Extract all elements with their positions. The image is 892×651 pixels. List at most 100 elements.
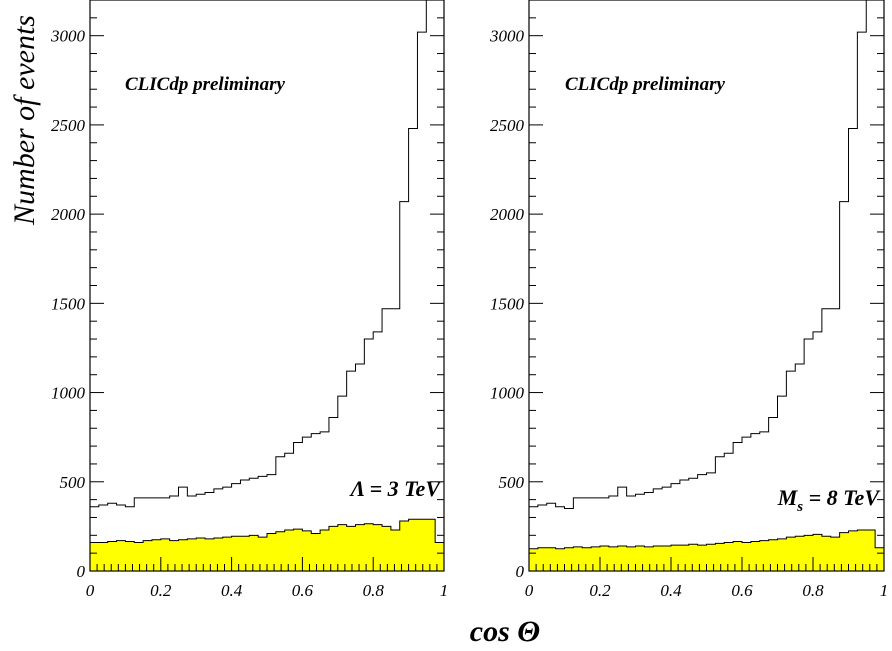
filled-bin xyxy=(311,533,321,571)
filled-bin xyxy=(821,536,832,571)
y-tick-label: 1000 xyxy=(490,384,525,403)
filled-bin xyxy=(98,542,108,571)
filled-bin xyxy=(706,544,716,571)
filled-bin xyxy=(134,542,144,571)
filled-bin xyxy=(337,524,347,571)
filled-bin xyxy=(107,541,117,571)
x-axis-title: cos Θ xyxy=(470,615,540,648)
y-tick-label: 500 xyxy=(499,473,525,492)
filled-bin xyxy=(839,532,849,571)
filled-bin xyxy=(875,547,885,571)
parameter-label: Λ = 3 TeV xyxy=(349,476,443,501)
filled-bin xyxy=(382,526,392,571)
filled-bin xyxy=(697,545,707,571)
filled-bin xyxy=(671,545,681,571)
outline-histogram-outline xyxy=(89,0,445,571)
filled-histogram-outline xyxy=(528,529,885,571)
filled-bin xyxy=(320,529,330,571)
filled-bin xyxy=(555,548,565,571)
filled-bin xyxy=(529,548,539,571)
preliminary-label: CLICdp preliminary xyxy=(125,74,285,95)
filled-bin xyxy=(231,536,241,571)
y-tick-label: 2000 xyxy=(490,205,525,224)
filled-bin xyxy=(293,529,303,571)
filled-bin xyxy=(786,537,796,571)
preliminary-label: CLICdp preliminary xyxy=(565,74,725,95)
y-tick-label: 2000 xyxy=(51,205,86,224)
filled-bin xyxy=(573,546,583,571)
filled-bin xyxy=(116,540,126,571)
filled-bin xyxy=(187,538,197,571)
filled-bin xyxy=(608,546,619,571)
filled-bin xyxy=(390,529,401,571)
x-tick-label: 0 xyxy=(525,581,534,600)
filled-bin xyxy=(417,519,427,571)
filled-bin xyxy=(355,524,365,571)
left-panel: 0 500 1000 1500 2000 2500 3000 0 0.2 0.4 0.6 0.8 1 CL… xyxy=(50,0,448,600)
filled-bin xyxy=(582,547,592,571)
y-axis: 0 500 1000 1500 2000 2500 3000 xyxy=(50,0,444,581)
filled-bin xyxy=(537,547,548,571)
x-tick-label: 0.2 xyxy=(589,581,611,600)
filled-bin xyxy=(346,526,356,571)
filled-bin xyxy=(662,546,672,571)
outline-histogram-series xyxy=(89,0,445,571)
y-tick-label: 1500 xyxy=(490,294,525,313)
x-tick-label: 0 xyxy=(86,581,95,600)
y-tick-label: 500 xyxy=(60,473,86,492)
filled-bin xyxy=(408,519,418,571)
y-axis-title: Number of events xyxy=(8,15,41,226)
filled-bin xyxy=(275,531,285,571)
x-tick-label: 0.8 xyxy=(802,581,824,600)
filled-bin xyxy=(679,545,690,571)
parameter-main: Λ = 3 TeV xyxy=(349,476,443,501)
filled-bin xyxy=(302,530,312,571)
filled-histogram-series xyxy=(528,529,885,571)
y-tick-label: 0 xyxy=(77,562,86,581)
filled-bin xyxy=(591,546,601,571)
filled-bin xyxy=(258,537,268,571)
parameter-subscript: s xyxy=(796,499,803,515)
filled-bin xyxy=(364,523,374,571)
filled-bin xyxy=(90,542,100,571)
filled-bin xyxy=(564,547,574,571)
filled-bin xyxy=(373,524,383,571)
filled-bin xyxy=(724,542,734,571)
filled-bin xyxy=(399,521,409,571)
filled-bin xyxy=(249,535,259,571)
filled-histogram-outline xyxy=(89,518,445,571)
filled-bin xyxy=(546,547,556,571)
filled-bin xyxy=(178,539,188,571)
y-tick-label: 1500 xyxy=(51,294,86,313)
filled-bin xyxy=(813,534,823,571)
filled-bin xyxy=(857,529,867,571)
x-tick-label: 0.8 xyxy=(363,581,385,600)
filled-bin xyxy=(426,519,436,571)
filled-bin xyxy=(768,539,778,571)
filled-bin xyxy=(804,535,814,571)
y-tick-label: 2500 xyxy=(490,116,525,135)
filled-bin xyxy=(688,544,698,571)
filled-bin xyxy=(715,543,725,571)
filled-bin xyxy=(240,536,250,571)
x-tick-label: 1 xyxy=(880,581,889,600)
filled-bin xyxy=(125,541,135,571)
filled-bin xyxy=(600,546,610,571)
parameter-rest: = 8 TeV xyxy=(803,485,881,510)
x-tick-label: 0.6 xyxy=(731,581,753,600)
x-axis: 0 0.2 0.4 0.6 0.8 1 xyxy=(86,557,448,600)
filled-bin xyxy=(143,540,153,571)
filled-bin xyxy=(742,542,752,571)
filled-bin xyxy=(653,546,663,571)
filled-bin xyxy=(160,538,170,571)
x-tick-label: 0.4 xyxy=(660,581,682,600)
filled-histogram-series xyxy=(89,518,445,571)
filled-bin xyxy=(328,526,339,571)
filled-bin xyxy=(750,541,761,571)
right-panel: 0 500 1000 1500 2000 2500 3000 0 0.2 0.4 0.6 0.8 1 CL… xyxy=(489,0,888,600)
parameter-main: M xyxy=(777,485,799,510)
filled-bin xyxy=(222,537,232,571)
outline-histogram-outline xyxy=(528,0,885,571)
filled-bin xyxy=(635,546,645,571)
